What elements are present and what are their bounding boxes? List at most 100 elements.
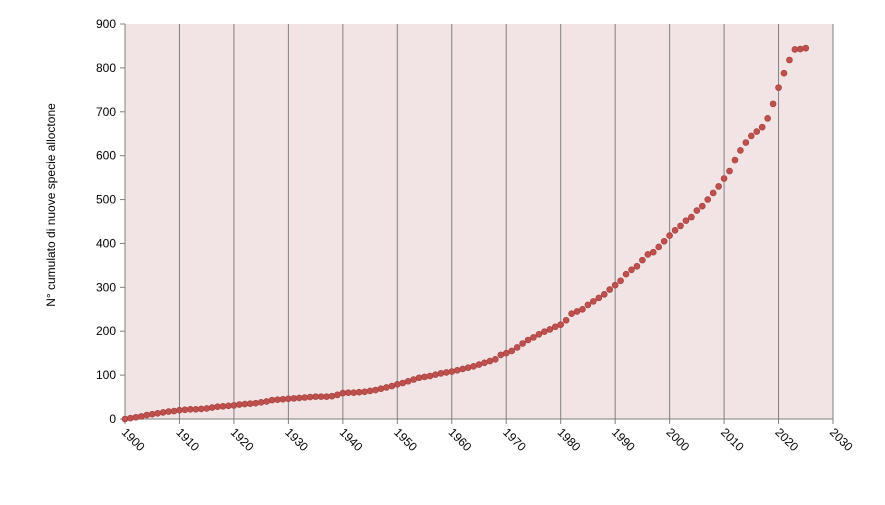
- point: [339, 389, 347, 397]
- point: [437, 370, 445, 377]
- point: [366, 387, 374, 395]
- point: [649, 248, 657, 256]
- y-tick-label: 800: [96, 61, 116, 75]
- point: [633, 262, 641, 270]
- point: [551, 323, 559, 331]
- point: [497, 351, 505, 359]
- point: [671, 226, 679, 234]
- x-tick-label: 1940: [337, 425, 366, 454]
- x-tick-label: 1910: [173, 425, 202, 454]
- x-tick-label: 1970: [500, 425, 529, 454]
- point: [628, 266, 635, 274]
- point: [290, 395, 298, 402]
- x-tick-label: 2030: [827, 425, 856, 454]
- point: [410, 376, 417, 383]
- point: [502, 349, 510, 357]
- point: [295, 394, 303, 402]
- point: [230, 402, 238, 409]
- point: [492, 356, 499, 363]
- point: [197, 405, 205, 413]
- point: [203, 405, 210, 412]
- point: [720, 175, 728, 182]
- point: [568, 310, 575, 317]
- point: [138, 413, 145, 420]
- point: [715, 183, 722, 190]
- point: [508, 347, 515, 355]
- point: [448, 368, 456, 375]
- point: [225, 402, 232, 410]
- y-tick-label: 500: [96, 193, 116, 207]
- x-tick-label: 1990: [609, 425, 638, 454]
- point: [764, 115, 771, 122]
- point: [323, 393, 330, 400]
- point: [421, 373, 428, 381]
- point: [682, 217, 690, 224]
- point: [236, 401, 243, 408]
- point: [394, 381, 401, 388]
- point: [459, 365, 466, 373]
- point: [383, 384, 390, 391]
- point: [780, 69, 788, 77]
- x-tick-label: 1920: [228, 425, 257, 454]
- point: [219, 402, 227, 410]
- point: [192, 406, 200, 413]
- point: [279, 395, 287, 403]
- point: [541, 328, 548, 335]
- point: [143, 411, 151, 419]
- point: [344, 389, 352, 396]
- point: [252, 399, 260, 407]
- point: [301, 394, 309, 401]
- y-tick-label: 300: [96, 280, 116, 294]
- point: [334, 391, 341, 399]
- point: [622, 270, 630, 278]
- y-tick-label: 400: [96, 236, 116, 250]
- point: [562, 316, 570, 324]
- point: [372, 386, 379, 394]
- point: [268, 396, 276, 404]
- point: [688, 213, 695, 221]
- y-tick-label: 700: [96, 105, 116, 119]
- point: [181, 406, 189, 414]
- point: [475, 361, 483, 368]
- point: [677, 222, 684, 230]
- point: [486, 357, 494, 365]
- point: [698, 202, 706, 210]
- point: [481, 359, 488, 367]
- point: [546, 326, 554, 333]
- point: [208, 404, 216, 411]
- point: [802, 44, 810, 52]
- point: [644, 251, 652, 258]
- point: [726, 167, 733, 175]
- x-tick-label: 2010: [718, 425, 747, 454]
- point: [148, 410, 156, 418]
- point: [165, 408, 172, 415]
- point: [590, 298, 597, 305]
- point: [312, 393, 319, 400]
- point: [187, 406, 194, 413]
- point: [617, 277, 624, 285]
- y-tick-label: 600: [96, 149, 116, 163]
- point: [606, 286, 614, 293]
- point: [742, 139, 750, 146]
- point: [399, 379, 407, 387]
- point: [600, 291, 608, 298]
- point: [246, 400, 254, 407]
- point: [655, 243, 663, 251]
- point: [127, 414, 134, 422]
- point: [519, 340, 526, 347]
- y-tick-label: 100: [96, 368, 116, 382]
- point: [159, 409, 167, 416]
- y-tick-label: 0: [109, 412, 116, 426]
- point: [464, 364, 472, 371]
- point: [595, 294, 603, 302]
- point: [415, 374, 423, 382]
- point: [731, 156, 739, 164]
- plot-area: [125, 24, 833, 419]
- point: [513, 344, 521, 351]
- point: [355, 388, 363, 396]
- x-tick-label: 2000: [663, 425, 692, 454]
- point: [737, 147, 744, 154]
- point: [470, 363, 477, 370]
- point: [170, 407, 178, 415]
